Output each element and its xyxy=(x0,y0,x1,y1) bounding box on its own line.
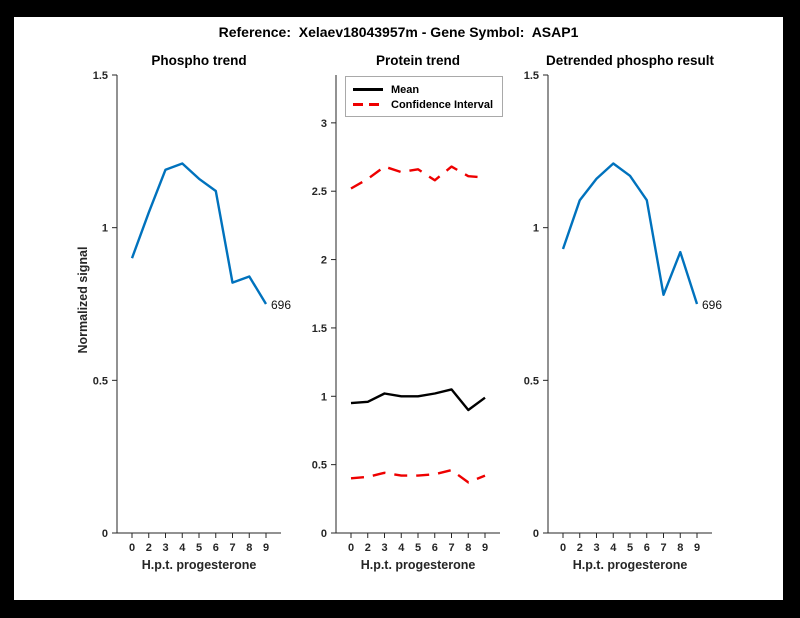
x-tick-label: 7 xyxy=(229,542,235,554)
ci-line-sample-icon xyxy=(353,103,383,106)
x-tick-label: 7 xyxy=(448,542,454,554)
x-tick-label: 9 xyxy=(694,542,700,554)
y-tick-label: 2.5 xyxy=(312,186,327,198)
x-tick-label: 8 xyxy=(465,542,471,554)
legend-label-mean: Mean xyxy=(391,83,420,96)
phospho-line xyxy=(130,162,268,305)
x-tick-label: 5 xyxy=(627,542,633,554)
y-tick-label: 1.5 xyxy=(93,70,108,82)
endpoint-annotation: 696 xyxy=(271,298,291,312)
x-tick-label: 2 xyxy=(146,542,152,554)
legend-entry-ci: Confidence Interval xyxy=(353,97,495,112)
x-tick-label: 8 xyxy=(677,542,683,554)
y-tick-label: 2 xyxy=(321,255,327,267)
x-tick-label: 2 xyxy=(577,542,583,554)
y-tick-label: 1 xyxy=(102,223,108,235)
x-tick-label: 5 xyxy=(415,542,421,554)
x-tick-label: 6 xyxy=(432,542,438,554)
x-tick-label: 3 xyxy=(593,542,599,554)
mean-line-sample-icon xyxy=(353,88,383,91)
plot-title-protein-trend: Protein trend xyxy=(375,53,460,68)
x-tick-label: 4 xyxy=(179,542,186,554)
y-tick-label: 3 xyxy=(321,118,327,130)
y-tick-label: 1 xyxy=(321,391,327,403)
ci-upper-line xyxy=(350,165,486,190)
plot-title-detrended-result: Detrended phospho result xyxy=(545,53,714,68)
legend-label-ci: Confidence Interval xyxy=(391,98,494,111)
x-tick-label: 3 xyxy=(162,542,168,554)
x-tick-label: 6 xyxy=(213,542,219,554)
matlab-figure-canvas: Reference: Xelaev18043957m - Gene Symbol… xyxy=(14,17,783,600)
x-tick-label: 4 xyxy=(610,542,617,554)
y-tick-label: 1.5 xyxy=(524,70,539,82)
x-tick-label: 5 xyxy=(196,542,202,554)
x-tick-label: 7 xyxy=(660,542,666,554)
y-tick-label: 0 xyxy=(102,528,108,540)
y-tick-label: 0.5 xyxy=(312,460,327,472)
y-tick-label: 0 xyxy=(321,528,327,540)
x-tick-label: 0 xyxy=(129,542,135,554)
figure-title: Reference: Xelaev18043957m - Gene Symbol… xyxy=(218,24,579,40)
endpoint-annotation: 696 xyxy=(702,298,722,312)
x-tick-label: 4 xyxy=(398,542,405,554)
x-tick-label: 9 xyxy=(482,542,488,554)
legend-entry-mean: Mean xyxy=(353,82,495,97)
ci-lower-line xyxy=(350,468,486,484)
x-tick-label: 3 xyxy=(381,542,387,554)
y-tick-label: 1 xyxy=(533,223,539,235)
x-tick-label: 8 xyxy=(246,542,252,554)
detrended-line xyxy=(561,162,699,305)
x-axis-label-3: H.p.t. progesterone xyxy=(572,558,688,572)
y-axis-label: Normalized signal xyxy=(76,246,90,354)
mean-line xyxy=(350,388,486,412)
y-tick-label: 0.5 xyxy=(524,375,539,387)
x-tick-label: 0 xyxy=(560,542,566,554)
x-tick-label: 9 xyxy=(263,542,269,554)
y-tick-label: 1.5 xyxy=(312,323,327,335)
legend-box: Mean Confidence Interval xyxy=(345,76,503,117)
x-tick-label: 2 xyxy=(365,542,371,554)
plot-title-phospho-trend: Phospho trend xyxy=(151,53,247,68)
y-tick-label: 0 xyxy=(533,528,539,540)
x-tick-label: 0 xyxy=(348,542,354,554)
x-axis-label-1: H.p.t. progesterone xyxy=(141,558,257,572)
y-tick-label: 0.5 xyxy=(93,375,108,387)
x-tick-label: 6 xyxy=(644,542,650,554)
x-axis-label-2: H.p.t. progesterone xyxy=(360,558,476,572)
